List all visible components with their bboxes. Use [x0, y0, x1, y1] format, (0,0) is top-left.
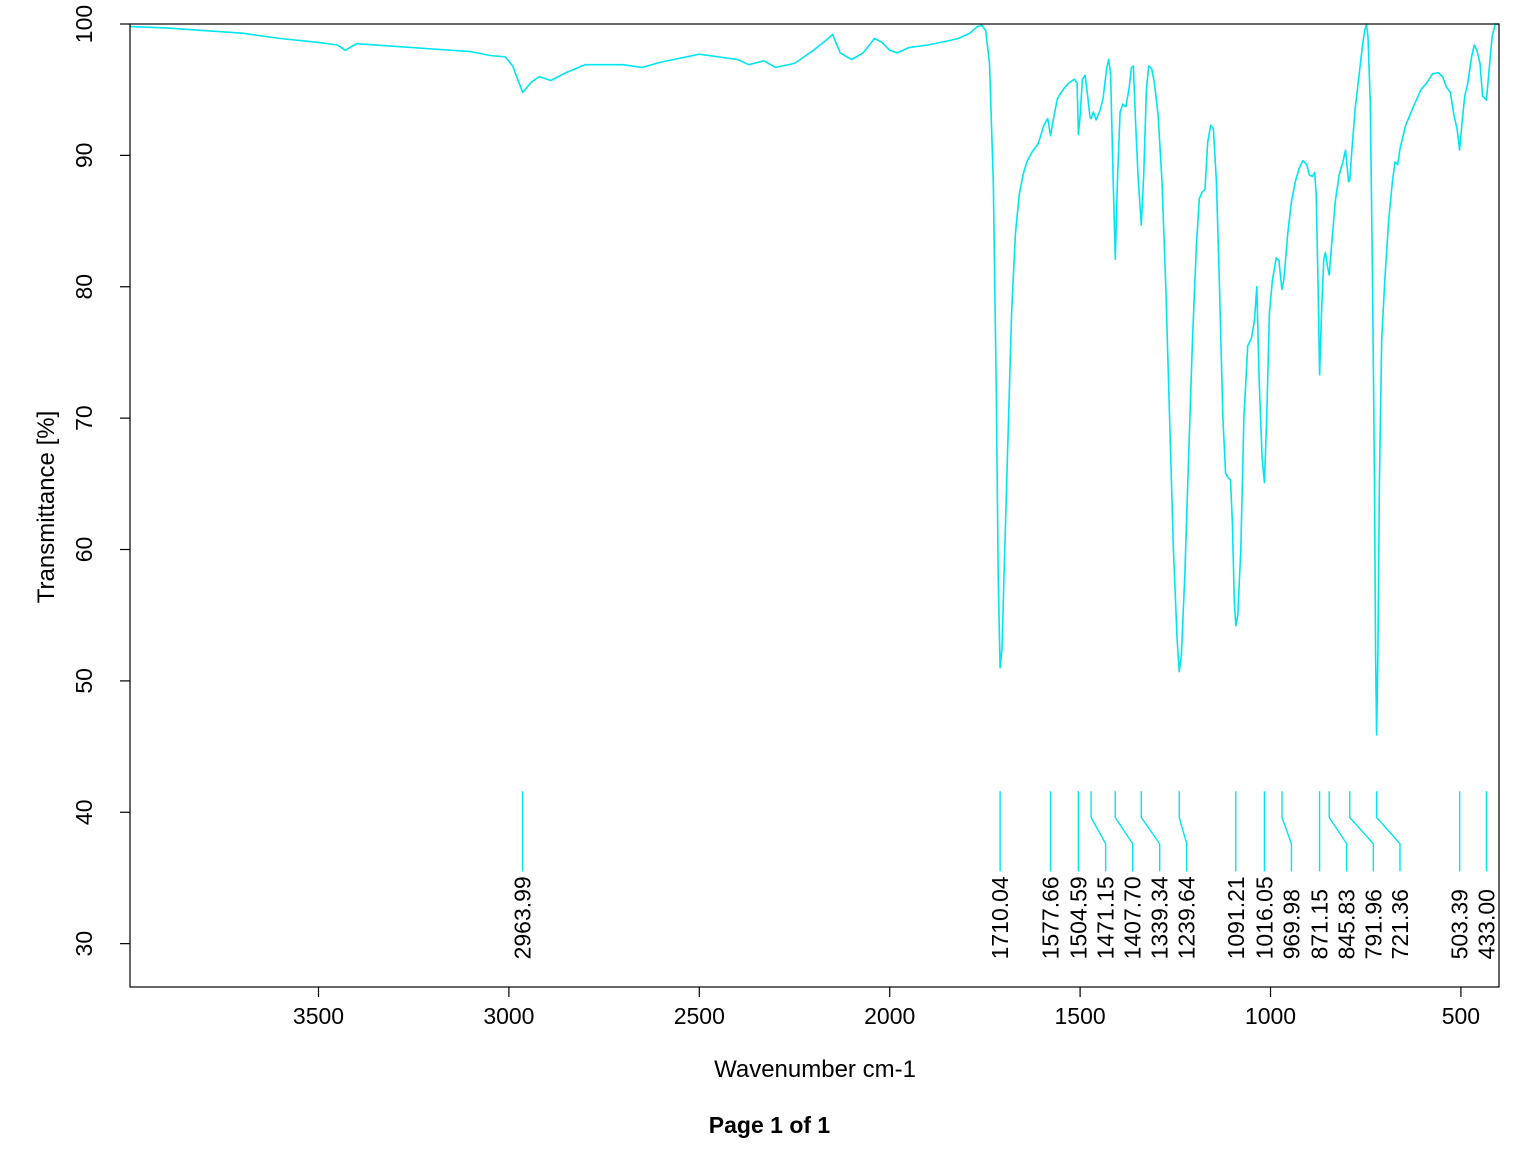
peak-label-1471.15: 1471.15	[1093, 876, 1119, 959]
x-tick-label-3000: 3000	[483, 1003, 534, 1029]
peak-label-1407.70: 1407.70	[1120, 876, 1146, 959]
peak-marker-845.83	[1328, 791, 1348, 872]
page-indicator: Page 1 of 1	[708, 1112, 831, 1138]
x-tick-label-3500: 3500	[293, 1003, 344, 1029]
spectrum-line-0	[129, 23, 1499, 736]
peak-marker-791.96	[1349, 791, 1375, 872]
x-tick-label-2500: 2500	[674, 1003, 725, 1029]
y-axis-title: Transmittance [%]	[33, 411, 60, 604]
peak-label-1239.64: 1239.64	[1174, 876, 1200, 959]
peak-marker-1471.15	[1090, 791, 1107, 872]
peak-label-1710.04: 1710.04	[987, 876, 1013, 959]
peak-marker-1339.34	[1140, 791, 1161, 872]
peak-marker-969.98	[1281, 791, 1293, 872]
y-tick-label-30: 30	[71, 931, 97, 957]
peak-label-2963.99: 2963.99	[510, 876, 536, 959]
peak-label-791.96: 791.96	[1360, 889, 1386, 959]
peak-label-1091.21: 1091.21	[1223, 876, 1249, 959]
peak-marker-1239.64	[1178, 791, 1188, 872]
peak-label-1339.34: 1339.34	[1147, 876, 1173, 959]
peak-label-721.36: 721.36	[1387, 889, 1413, 959]
y-tick-label-60: 60	[71, 537, 97, 563]
y-tick-label-100: 100	[71, 5, 97, 43]
x-axis-title: Wavenumber cm-1	[714, 1056, 916, 1083]
peak-label-969.98: 969.98	[1278, 889, 1304, 959]
x-tick-label-500: 500	[1442, 1003, 1480, 1029]
peak-label-503.39: 503.39	[1447, 889, 1473, 959]
peak-marker-721.36	[1375, 791, 1401, 872]
peak-label-845.83: 845.83	[1334, 889, 1360, 959]
peak-label-1016.05: 1016.05	[1251, 876, 1277, 959]
y-tick-label-50: 50	[71, 668, 97, 694]
peak-label-1577.66: 1577.66	[1038, 876, 1064, 959]
x-tick-label-2000: 2000	[864, 1003, 915, 1029]
peak-marker-1407.70	[1114, 791, 1134, 872]
y-tick-label-40: 40	[71, 799, 97, 825]
x-tick-label-1000: 1000	[1245, 1003, 1296, 1029]
peak-label-871.15: 871.15	[1307, 889, 1333, 959]
peak-label-1504.59: 1504.59	[1065, 876, 1091, 959]
plot-area: 2963.99 1710.04 1577.66 1504.59 1471.15 1407.…	[129, 23, 1499, 959]
axes: 3500 3000 2500 2000 1500 1000 500 30 40 50 60 70 80 9…	[71, 5, 1500, 1029]
y-tick-label-90: 90	[71, 143, 97, 169]
y-tick-label-80: 80	[71, 274, 97, 300]
x-tick-label-1500: 1500	[1055, 1003, 1106, 1029]
y-tick-label-70: 70	[71, 405, 97, 431]
peak-label-433.00: 433.00	[1473, 889, 1499, 959]
plot-frame	[129, 23, 1500, 988]
